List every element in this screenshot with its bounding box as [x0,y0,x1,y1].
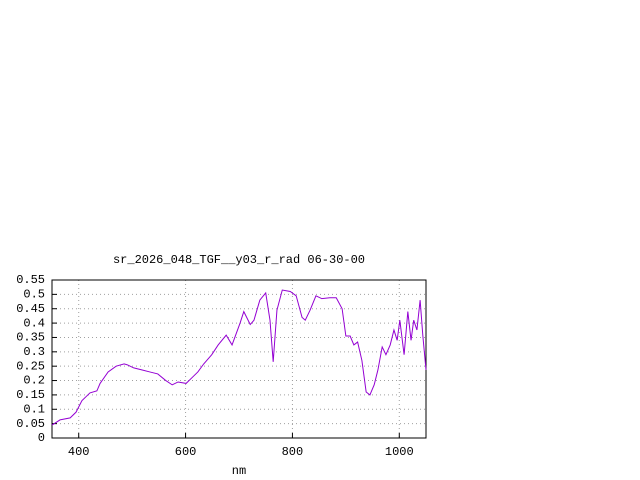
y-tick-label: 0.5 [23,288,45,302]
y-tick-label: 0.2 [23,374,45,388]
y-tick-label: 0 [38,431,45,445]
x-tick-label: 1000 [385,445,414,459]
y-tick-label: 0.05 [16,417,45,431]
x-axis-label: nm [232,464,246,478]
y-tick-label: 0.4 [23,316,45,330]
y-tick-label: 0.55 [16,273,45,287]
x-tick-label: 400 [68,445,90,459]
y-tick-label: 0.35 [16,331,45,345]
plot-border [51,279,427,439]
x-tick-label: 600 [175,445,197,459]
chart-title: sr_2026_048_TGF__y03_r_rad 06-30-00 [113,253,365,267]
y-tick-label: 0.1 [23,402,45,416]
data-line [51,289,427,426]
y-tick-label: 0.3 [23,345,45,359]
y-tick-label: 0.15 [16,388,45,402]
y-tick-label: 0.45 [16,302,45,316]
x-tick-label: 800 [282,445,304,459]
y-tick-label: 0.25 [16,359,45,373]
